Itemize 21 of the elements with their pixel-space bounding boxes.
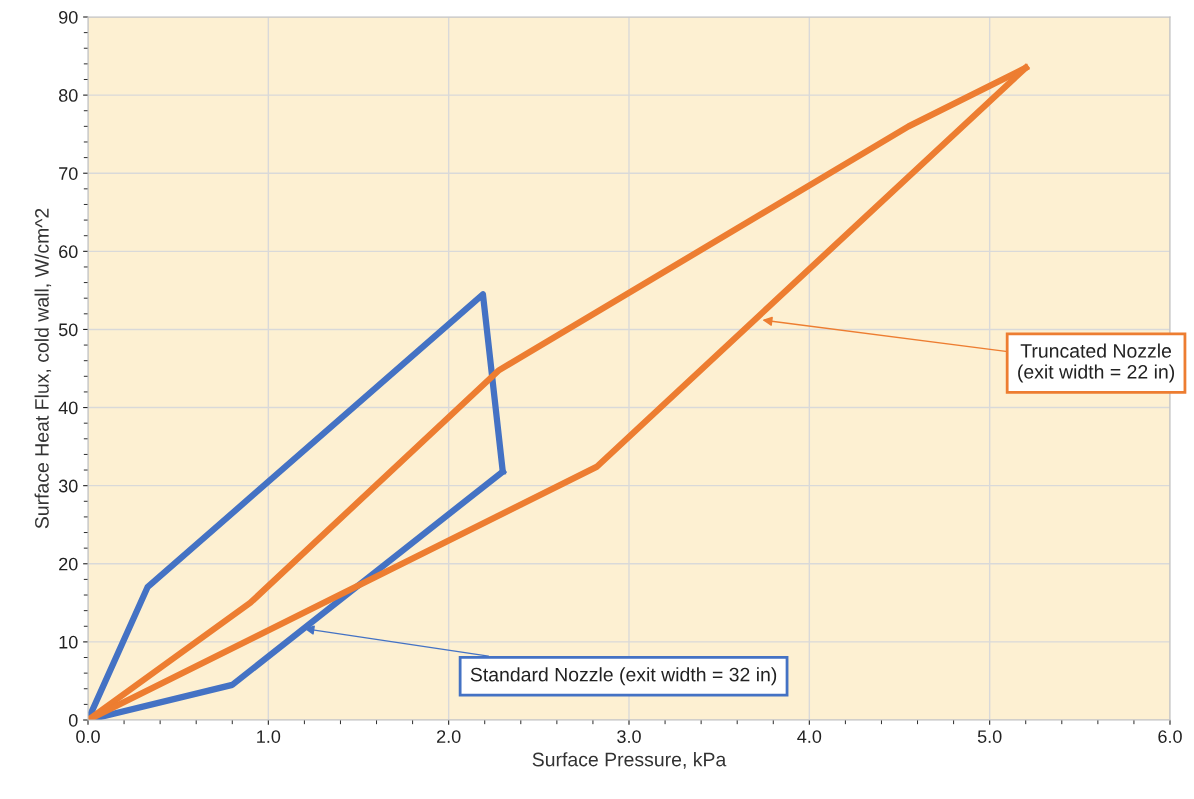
annotation: Truncated Nozzle (exit width = 22 in) — [1018, 343, 1175, 383]
x-tick-label: 6.0 — [1158, 730, 1182, 743]
annotation: Standard Nozzle (exit width = 32 in) — [470, 667, 777, 686]
y-tick-label: 80 — [58, 89, 78, 102]
y-tick-label: 50 — [58, 323, 78, 337]
x-tick-label: 0.0 — [76, 730, 100, 743]
x-tick-label: 5.0 — [977, 730, 1002, 743]
y-tick-label: 60 — [59, 245, 78, 259]
x-tick-label: 2.0 — [437, 730, 461, 743]
x-tick-label: 3.0 — [617, 730, 641, 743]
x-tick-label: 4.0 — [797, 730, 822, 743]
x-axis-title: Surface Pressure, kPa — [532, 752, 727, 769]
y-tick-label: 70 — [59, 167, 78, 180]
y-tick-label: 90 — [59, 10, 78, 24]
y-tick-label: 10 — [59, 635, 78, 649]
y-tick-label: 0 — [68, 713, 78, 727]
y-tick-label: 30 — [58, 479, 78, 493]
y-tick-label: 20 — [59, 557, 78, 571]
x-tick-label: 1.0 — [257, 730, 281, 743]
y-axis-title: Surface Heat Flux, cold wall, W/cm^2 — [34, 208, 52, 529]
y-tick-label: 40 — [58, 401, 78, 415]
